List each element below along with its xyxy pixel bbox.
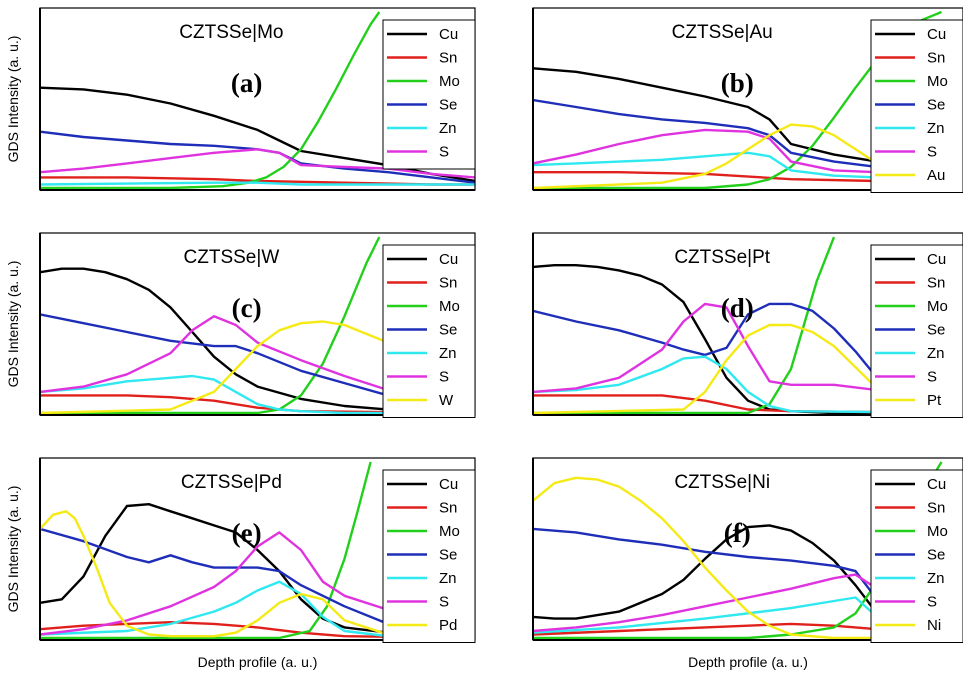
legend-label-mo: Mo [439,298,460,315]
y-axis-label: GDS Intensity (a. u.) [5,486,21,613]
legend: Cu Sn Mo Se Zn S Au [870,19,963,193]
panel-title: CZTSSe|W [184,247,280,268]
legend-label-zn: Zn [439,120,457,137]
panel-label: (e) [232,518,262,548]
legend-box [382,244,476,418]
legend-label-zn: Zn [439,570,457,587]
legend-label-sn: Sn [439,500,457,517]
legend-label-au: Au [927,167,945,184]
legend-label-cu: Cu [927,476,946,493]
panel-label: (c) [232,293,262,323]
legend-label-se: Se [927,97,945,114]
legend-label-mo: Mo [927,73,948,90]
series-line-cu [533,524,963,626]
panel-label: (b) [721,68,754,98]
panel-title: CZTSSe|Mo [179,22,283,43]
legend-label-mo: Mo [439,523,460,540]
legend-label-mo: Mo [927,298,948,315]
series-line-sn [533,394,963,415]
legend-label-w: W [439,392,454,409]
legend-label-ni: Ni [927,617,941,634]
series-line-ni [533,476,963,640]
plot-area [40,461,475,640]
series-line-zn [40,374,475,415]
legend-label-sn: Sn [927,50,945,67]
series-line-pd [40,510,475,640]
legend-label-s: S [439,144,449,161]
chart-panel-5: CZTSSe|Pd (e) Cu Sn Mo Se Zn S Pd GDS Intensity (… [5,457,476,670]
legend-label-se: Se [927,547,945,564]
series-line-mo [40,236,381,415]
legend-label-sn: Sn [439,275,457,292]
legend-label-mo: Mo [927,523,948,540]
legend-label-s: S [439,369,449,386]
legend-label-cu: Cu [439,476,458,493]
x-axis-label: Depth profile (a. u.) [198,654,318,670]
series-line-mo [533,236,836,415]
legend-box [382,19,476,170]
series-line-se [40,527,475,636]
y-axis-label: GDS Intensity (a. u.) [5,261,21,388]
legend-label-cu: Cu [927,251,946,268]
chart-panel-6: CZTSSe|Ni (f) Cu Sn Mo Se Zn S Ni Depth profile (… [532,457,963,670]
chart-panel-1: CZTSSe|Mo (a) Cu Sn Mo Se Zn S GDS Intensity (a.… [5,7,476,191]
legend-box [382,469,476,643]
legend-box [870,469,963,643]
panel-label: (f) [724,518,751,548]
series-line-zn [40,181,475,186]
series-line-zn [533,355,963,415]
panel-title: CZTSSe|Pt [674,247,770,268]
legend-label-sn: Sn [927,275,945,292]
legend-label-sn: Sn [927,500,945,517]
y-axis-label: GDS Intensity (a. u.) [5,36,21,163]
legend-label-pt: Pt [927,392,942,409]
legend: Cu Sn Mo Se Zn S Pd [382,469,476,643]
x-axis-label: Depth profile (a. u.) [688,654,808,670]
legend-label-zn: Zn [927,570,945,587]
legend-label-zn: Zn [927,345,945,362]
legend: Cu Sn Mo Se Zn SW [382,244,476,418]
series-line-mo [40,461,372,640]
legend-label-se: Se [439,322,457,339]
legend: Cu Sn Mo Se Zn S Ni [870,469,963,643]
legend-label-se: Se [439,547,457,564]
legend-label-cu: Cu [439,26,458,43]
series-line-s [533,302,963,409]
panel-label: (a) [231,68,262,98]
legend-label-se: Se [927,322,945,339]
chart-panel-2: CZTSSe|Au (b) Cu Sn Mo Se Zn S Au [532,7,963,193]
panel-title: CZTSSe|Ni [674,472,770,493]
legend-box [870,244,963,418]
panel-title: CZTSSe|Pd [181,472,282,493]
legend-label-cu: Cu [927,26,946,43]
legend-label-se: Se [439,97,457,114]
series-line-zn [40,580,475,640]
legend-label-s: S [439,594,449,611]
legend-box [870,19,963,193]
legend-label-sn: Sn [439,50,457,67]
chart-panel-3: CZTSSe|W (c) Cu Sn Mo Se Zn SW GDS Intensity (a.… [5,232,476,418]
legend-label-zn: Zn [439,345,457,362]
legend-label-s: S [927,369,937,386]
series-line-cu [40,503,475,640]
panel-label: (d) [721,293,754,323]
legend-label-s: S [927,594,937,611]
legend-label-pd: Pd [439,617,457,634]
legend-label-mo: Mo [439,73,460,90]
panel-title: CZTSSe|Au [672,22,773,43]
legend-label-cu: Cu [439,251,458,268]
chart-panel-4: CZTSSe|Pt (d) Cu Sn Mo Se Zn S Pt [532,232,963,418]
series-line-se [533,302,963,411]
legend-label-zn: Zn [927,120,945,137]
legend: Cu Sn Mo Se Zn S Pt [870,244,963,418]
legend: Cu Sn Mo Se Zn S [382,19,476,170]
series-line-s [40,531,475,636]
legend-label-s: S [927,144,937,161]
